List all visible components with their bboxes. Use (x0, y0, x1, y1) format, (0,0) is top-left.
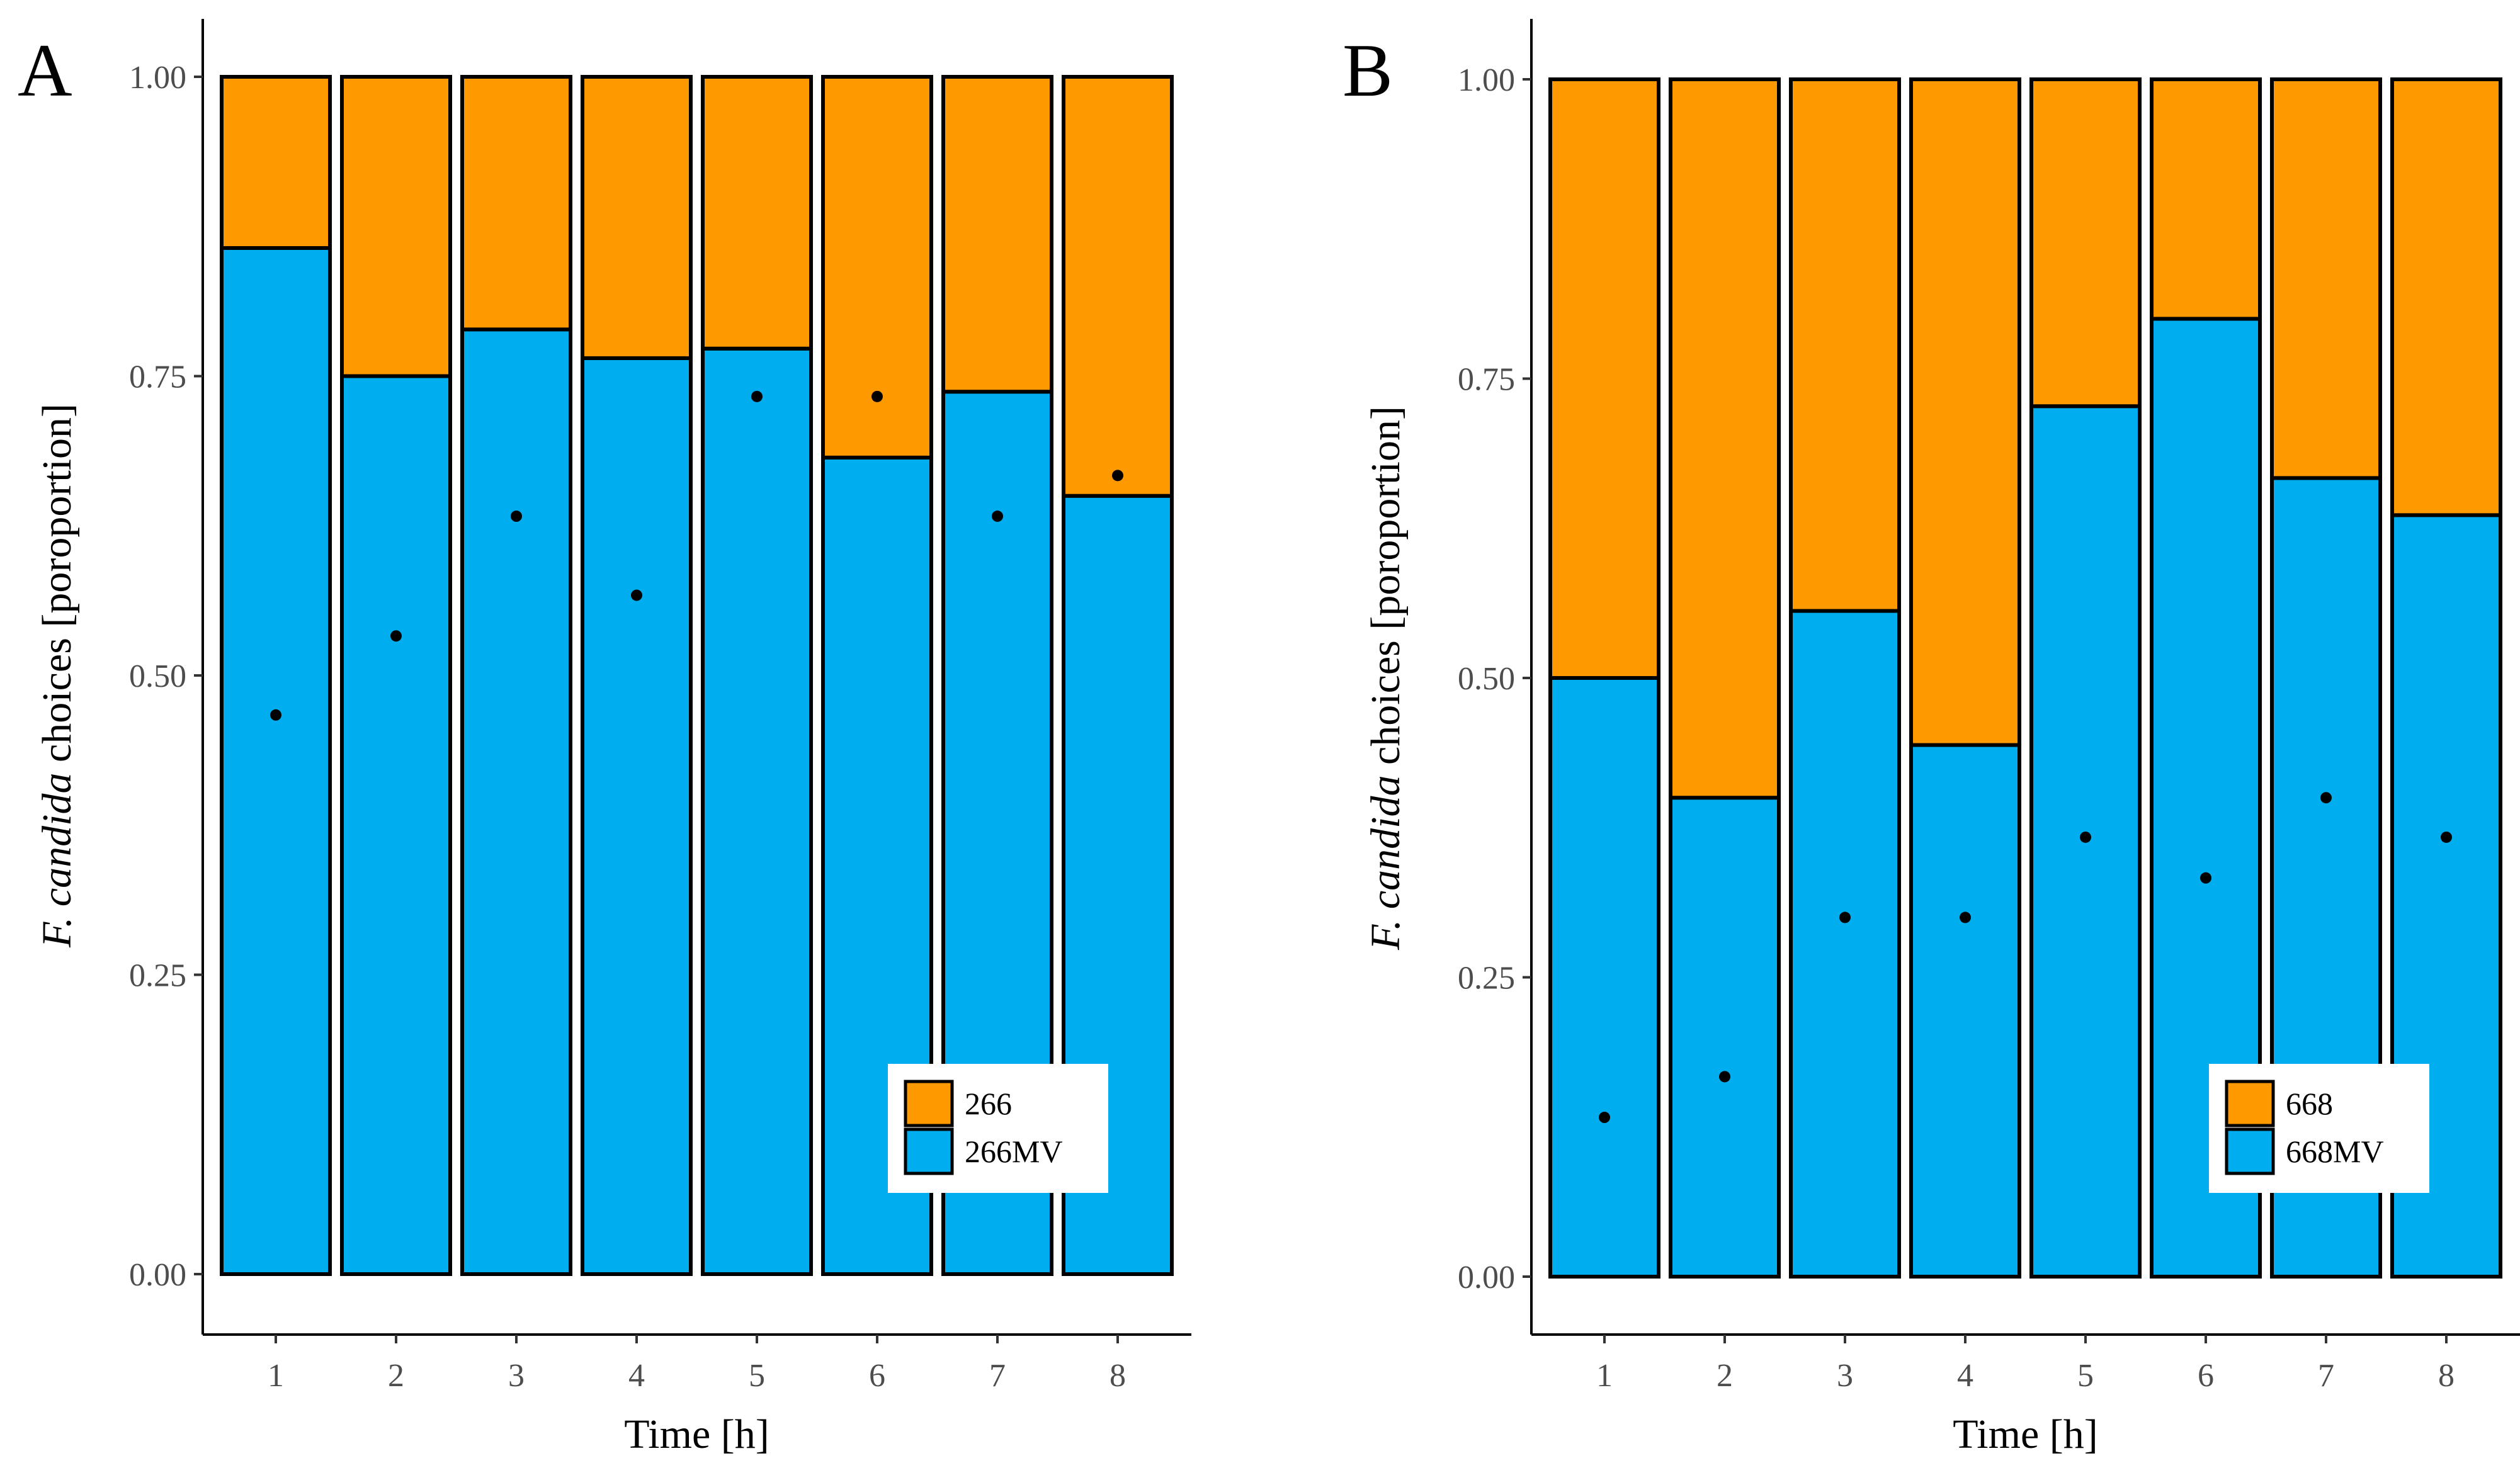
point-7 (2320, 792, 2332, 804)
bar-668MV-2 (1669, 796, 1781, 1279)
legend: 668 668MV (2209, 1064, 2429, 1193)
bar-266-1 (220, 75, 332, 250)
bar-266-3 (460, 75, 572, 332)
legend: 266 266MV (888, 1064, 1108, 1193)
y-tick-label-0.50: 0.50 (129, 658, 186, 694)
legend-label-668MV: 668MV (2286, 1134, 2384, 1169)
bar-668-8 (2390, 77, 2502, 517)
x-tick-label-8: 8 (2438, 1358, 2455, 1394)
bar-668MV-4 (1909, 743, 2021, 1279)
bar-266-2 (340, 75, 452, 378)
point-8 (1112, 470, 1123, 482)
x-tick-label-7: 7 (989, 1358, 1006, 1394)
bar-266MV-5 (701, 346, 813, 1276)
bar-668-1 (1548, 77, 1660, 680)
x-tick-label-4: 4 (628, 1358, 645, 1394)
y-tick-label-1.00: 1.00 (129, 60, 186, 96)
x-tick-label-3: 3 (508, 1358, 525, 1394)
bar-668-2 (1669, 77, 1781, 800)
bar-668-7 (2270, 77, 2382, 480)
x-tick-label-6: 6 (2198, 1358, 2214, 1394)
bar-266-8 (1062, 75, 1174, 498)
x-tick-label-6: 6 (869, 1358, 885, 1394)
point-5 (2080, 831, 2091, 843)
y-tick-label-0.25: 0.25 (1458, 961, 1515, 997)
point-4 (631, 589, 642, 601)
panel-label: B (1342, 28, 1393, 112)
legend-key-266MV (904, 1127, 954, 1175)
x-tick-label-1: 1 (1596, 1358, 1613, 1394)
bar-668MV-3 (1789, 609, 1901, 1279)
point-2 (1719, 1071, 1730, 1083)
x-tick-label-3: 3 (1837, 1358, 1853, 1394)
bar-668MV-1 (1548, 676, 1660, 1279)
point-6 (871, 390, 883, 402)
x-tick-label-7: 7 (2318, 1358, 2334, 1394)
legend-label-266: 266 (965, 1086, 1012, 1121)
y-tick-label-0.75: 0.75 (129, 359, 186, 395)
bar-266MV-3 (460, 327, 572, 1276)
y-axis-title-rest: choices [poroportion] (1363, 406, 1409, 776)
y-tick-label-0.00: 0.00 (1458, 1260, 1515, 1296)
bar-266MV-4 (581, 356, 693, 1276)
bar-266MV-1 (220, 246, 332, 1277)
panel-a: A 0.00 0.25 0.50 0.75 1.00 1 2 3 4 5 6 7 8 Time [h] F. … (18, 19, 1191, 1457)
x-tick-label-8: 8 (1110, 1358, 1126, 1394)
y-tick-label-0.75: 0.75 (1458, 362, 1515, 398)
y-axis-title-italic: F. candida (34, 773, 80, 948)
legend-key-668 (2225, 1080, 2275, 1127)
panel-b: B 0.00 0.25 0.50 0.75 1.00 1 2 3 4 5 6 7 8 Time [h] F. … (1342, 19, 2520, 1457)
x-tick-label-2: 2 (388, 1358, 404, 1394)
bar-266MV-2 (340, 374, 452, 1276)
y-tick-label-1.00: 1.00 (1458, 62, 1515, 98)
bar-668-3 (1789, 77, 1901, 613)
y-tick-label-0.25: 0.25 (129, 958, 186, 994)
bar-266-7 (941, 75, 1053, 394)
bar-266-5 (701, 75, 813, 351)
legend-key-668MV (2225, 1127, 2275, 1175)
y-axis-title-italic: F. candida (1363, 776, 1409, 951)
point-6 (2200, 872, 2211, 884)
legend-label-266MV: 266MV (965, 1134, 1063, 1169)
point-1 (270, 709, 281, 721)
point-8 (2441, 831, 2452, 843)
y-axis-title: F. candida choices [poroportion] (34, 404, 80, 948)
x-tick-label-1: 1 (268, 1358, 284, 1394)
bar-668-6 (2150, 77, 2262, 321)
y-tick-label-0.00: 0.00 (129, 1257, 186, 1293)
bar-266-4 (581, 75, 693, 360)
panel-label: A (18, 28, 72, 112)
legend-label-668: 668 (2286, 1086, 2333, 1121)
point-7 (992, 511, 1003, 522)
y-tick-label-0.50: 0.50 (1458, 661, 1515, 697)
legend-key-266 (904, 1080, 954, 1127)
bar-668-4 (1909, 77, 2021, 747)
x-tick-label-5: 5 (2077, 1358, 2094, 1394)
point-3 (1839, 912, 1851, 923)
x-axis-title: Time [h] (1953, 1411, 2097, 1457)
x-tick-label-5: 5 (749, 1358, 765, 1394)
point-1 (1599, 1112, 1610, 1124)
y-axis-title: F. candida choices [poroportion] (1363, 406, 1409, 951)
point-4 (1960, 912, 1971, 923)
x-tick-label-2: 2 (1717, 1358, 1733, 1394)
y-axis-title-rest: choices [poroportion] (34, 404, 80, 773)
point-3 (511, 511, 522, 522)
x-axis-title: Time [h] (624, 1411, 769, 1457)
point-5 (751, 390, 763, 402)
x-tick-label-4: 4 (1957, 1358, 1973, 1394)
bar-668-5 (2029, 77, 2142, 409)
point-2 (390, 630, 402, 642)
